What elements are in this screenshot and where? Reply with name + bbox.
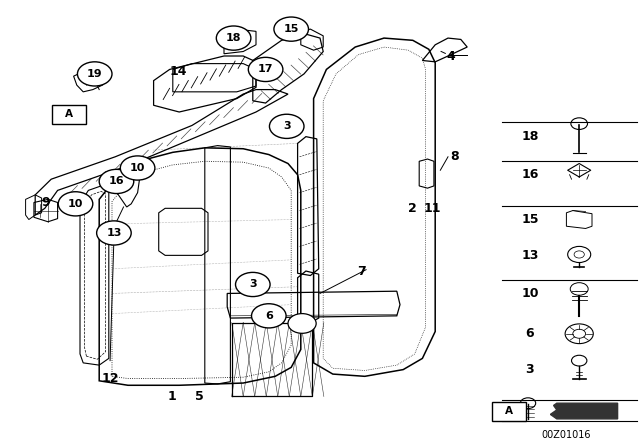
Circle shape	[97, 221, 131, 245]
Text: 14: 14	[169, 65, 187, 78]
Circle shape	[58, 192, 93, 216]
Text: 9: 9	[42, 196, 51, 209]
Text: 4: 4	[447, 49, 456, 63]
Text: 3: 3	[249, 280, 257, 289]
Circle shape	[288, 314, 316, 333]
Text: 18: 18	[521, 130, 539, 143]
Text: 8: 8	[450, 150, 459, 164]
Text: 7: 7	[357, 264, 366, 278]
Text: 10: 10	[68, 199, 83, 209]
Circle shape	[77, 62, 112, 86]
Text: 3: 3	[283, 121, 291, 131]
FancyBboxPatch shape	[492, 402, 526, 421]
Text: 15: 15	[521, 213, 539, 226]
Circle shape	[120, 156, 155, 180]
Text: 19: 19	[87, 69, 102, 79]
FancyBboxPatch shape	[52, 105, 86, 124]
Circle shape	[252, 304, 286, 328]
Text: 12: 12	[101, 372, 119, 385]
Circle shape	[274, 17, 308, 41]
Text: A: A	[65, 109, 73, 119]
Text: 16: 16	[521, 168, 539, 181]
Circle shape	[269, 114, 304, 138]
Text: A: A	[505, 406, 513, 416]
Text: 10: 10	[130, 163, 145, 173]
Text: 13: 13	[106, 228, 122, 238]
Text: 1: 1	[167, 390, 176, 403]
Circle shape	[216, 26, 251, 50]
Text: 6: 6	[525, 327, 534, 340]
Text: 2: 2	[408, 202, 417, 215]
Text: 3: 3	[525, 363, 534, 376]
Polygon shape	[550, 403, 618, 419]
Circle shape	[248, 57, 283, 82]
Text: 00Z01016: 00Z01016	[541, 430, 591, 439]
Text: 15: 15	[284, 24, 299, 34]
Text: 18: 18	[226, 33, 241, 43]
Text: 17: 17	[258, 65, 273, 74]
Text: 6: 6	[265, 311, 273, 321]
Text: 5: 5	[195, 390, 204, 403]
Text: 13: 13	[521, 249, 539, 262]
Text: 10: 10	[521, 287, 539, 300]
Text: 16: 16	[109, 177, 124, 186]
Text: 11: 11	[423, 202, 441, 215]
Circle shape	[99, 169, 134, 194]
Circle shape	[236, 272, 270, 297]
